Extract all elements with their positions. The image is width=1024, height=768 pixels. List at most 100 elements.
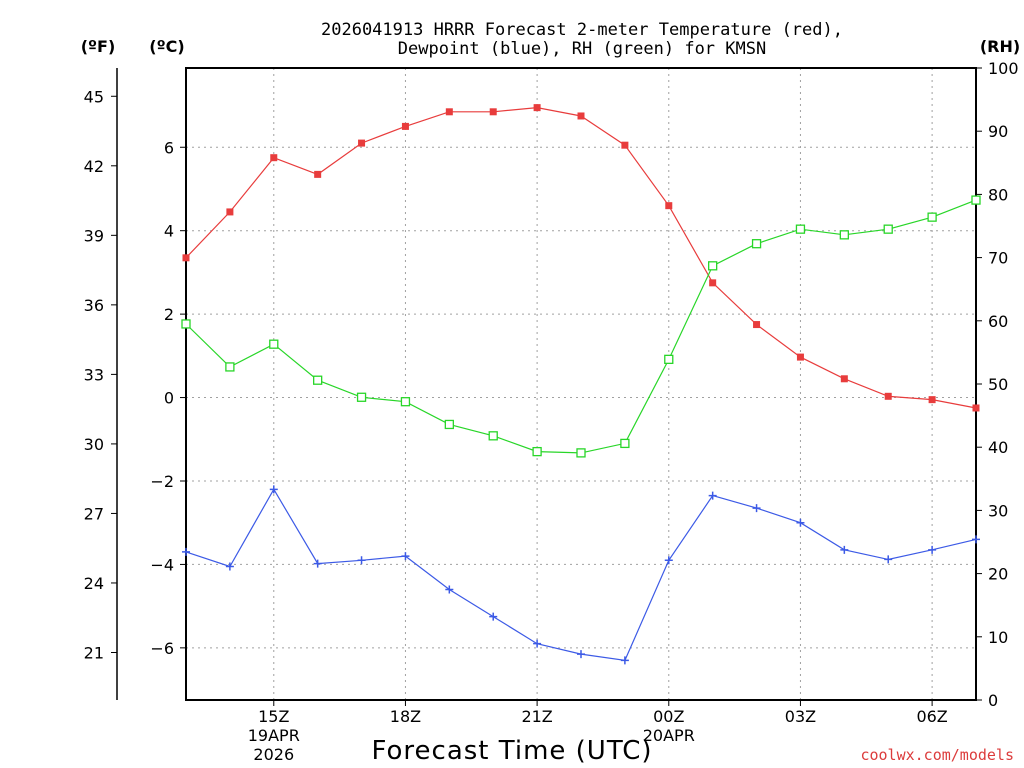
rh-point [576, 448, 586, 458]
x-tick-label: 00Z [653, 707, 684, 726]
temperature-point [270, 154, 278, 162]
axis-ticks: −6−4−20246212427303336394245010203040506… [84, 59, 1019, 764]
rh-point [181, 319, 191, 329]
rh-tick-label: 80 [988, 185, 1008, 204]
rh-tick-label: 30 [988, 501, 1008, 520]
rh-point [269, 339, 279, 349]
temperature-point [796, 353, 804, 361]
temperature-point [928, 396, 936, 404]
rh-tick-label: 100 [988, 59, 1019, 78]
celsius-tick-label: 4 [164, 222, 174, 241]
temperature-point [401, 122, 409, 130]
fahrenheit-unit-label: (ºF) [81, 37, 116, 56]
dewpoint-point [445, 585, 454, 594]
rh-line [185, 199, 977, 454]
rh-tick-label: 40 [988, 438, 1008, 457]
rh-tick-label: 10 [988, 628, 1008, 647]
rh-point [532, 446, 542, 457]
temperature-point [226, 208, 234, 216]
data-series [181, 104, 981, 665]
temperature-point [665, 202, 673, 210]
celsius-tick-label: 6 [164, 138, 174, 157]
dewpoint-point [577, 650, 585, 659]
dewpoint-point [620, 656, 629, 665]
rh-tick-label: 90 [988, 122, 1008, 141]
celsius-tick-label: −4 [150, 555, 174, 574]
x-tick-label: 03Z [785, 707, 816, 726]
fahrenheit-tick-label: 39 [84, 226, 104, 245]
x-tick-label: 15Z [258, 707, 289, 726]
temperature-point [533, 104, 541, 112]
temperature-point [182, 254, 190, 262]
rh-point [708, 261, 718, 271]
dewpoint-point [928, 545, 937, 554]
celsius-unit-label: (ºC) [149, 37, 184, 56]
x-tick-date: 20APR [643, 726, 695, 745]
x-tick-date: 19APR [248, 726, 300, 745]
rh-point [225, 362, 235, 372]
rh-point [313, 375, 323, 385]
chart-title-line-2: Dewpoint (blue), RH (green) for KMSN [398, 39, 766, 59]
x-tick-year: 2026 [253, 745, 294, 764]
dewpoint-point [840, 545, 849, 554]
rh-unit-label: (RH) [980, 37, 1020, 56]
celsius-tick-label: −2 [150, 472, 174, 491]
rh-point [971, 195, 981, 205]
rh-point [839, 230, 849, 240]
fahrenheit-tick-label: 21 [84, 643, 104, 662]
x-tick-label: 21Z [521, 707, 552, 726]
fahrenheit-tick-label: 36 [84, 296, 104, 315]
temperature-point [753, 321, 761, 329]
dewpoint-point [225, 562, 234, 571]
rh-tick-label: 60 [988, 312, 1008, 331]
celsius-tick-label: 0 [164, 389, 174, 408]
temperature-point [577, 112, 585, 120]
dewpoint-point [357, 556, 366, 565]
rh-point [400, 397, 411, 407]
rh-point [751, 239, 762, 249]
rh-point [883, 224, 893, 234]
dewpoint-point [708, 491, 717, 500]
temperature-point [884, 392, 892, 400]
temperature-point [972, 404, 980, 412]
temperature-point [840, 375, 848, 383]
rh-tick-label: 0 [988, 691, 998, 710]
dewpoint-point [752, 504, 761, 513]
fahrenheit-tick-label: 45 [84, 87, 104, 106]
rh-point [664, 354, 674, 365]
rh-tick-label: 20 [988, 565, 1008, 584]
dewpoint-point [796, 518, 805, 527]
temperature-point [358, 139, 366, 147]
rh-point [488, 431, 498, 441]
dewpoint-point [313, 559, 322, 568]
rh-point [444, 419, 454, 430]
rh-tick-label: 50 [988, 375, 1008, 394]
source-credit[interactable]: coolwx.com/models [860, 746, 1014, 764]
dewpoint-point [182, 547, 190, 556]
x-tick-label: 06Z [916, 707, 947, 726]
temperature-point [314, 170, 322, 178]
chart-title-line-1: 2026041913 HRRR Forecast 2-meter Tempera… [321, 20, 843, 40]
dewpoint-point [972, 535, 980, 544]
dewpoint-point [533, 639, 542, 648]
dewpoint-point [401, 552, 410, 561]
fahrenheit-tick-label: 27 [84, 504, 104, 523]
fahrenheit-tick-label: 42 [84, 157, 104, 176]
fahrenheit-tick-label: 30 [84, 435, 104, 454]
x-axis-title: Forecast Time (UTC) [371, 736, 652, 766]
dewpoint-point [664, 556, 673, 565]
celsius-tick-label: 2 [164, 305, 174, 324]
temperature-point [621, 141, 629, 149]
dewpoint-point [489, 612, 498, 621]
temperature-line [185, 106, 977, 409]
rh-point [620, 438, 630, 449]
celsius-tick-label: −6 [150, 639, 174, 658]
dewpoint-point [269, 485, 278, 494]
fahrenheit-tick-label: 24 [84, 574, 104, 593]
x-tick-label: 18Z [390, 707, 421, 726]
rh-tick-label: 70 [988, 249, 1008, 268]
rh-point [356, 392, 367, 402]
temperature-point [489, 108, 497, 116]
rh-point [795, 224, 806, 234]
